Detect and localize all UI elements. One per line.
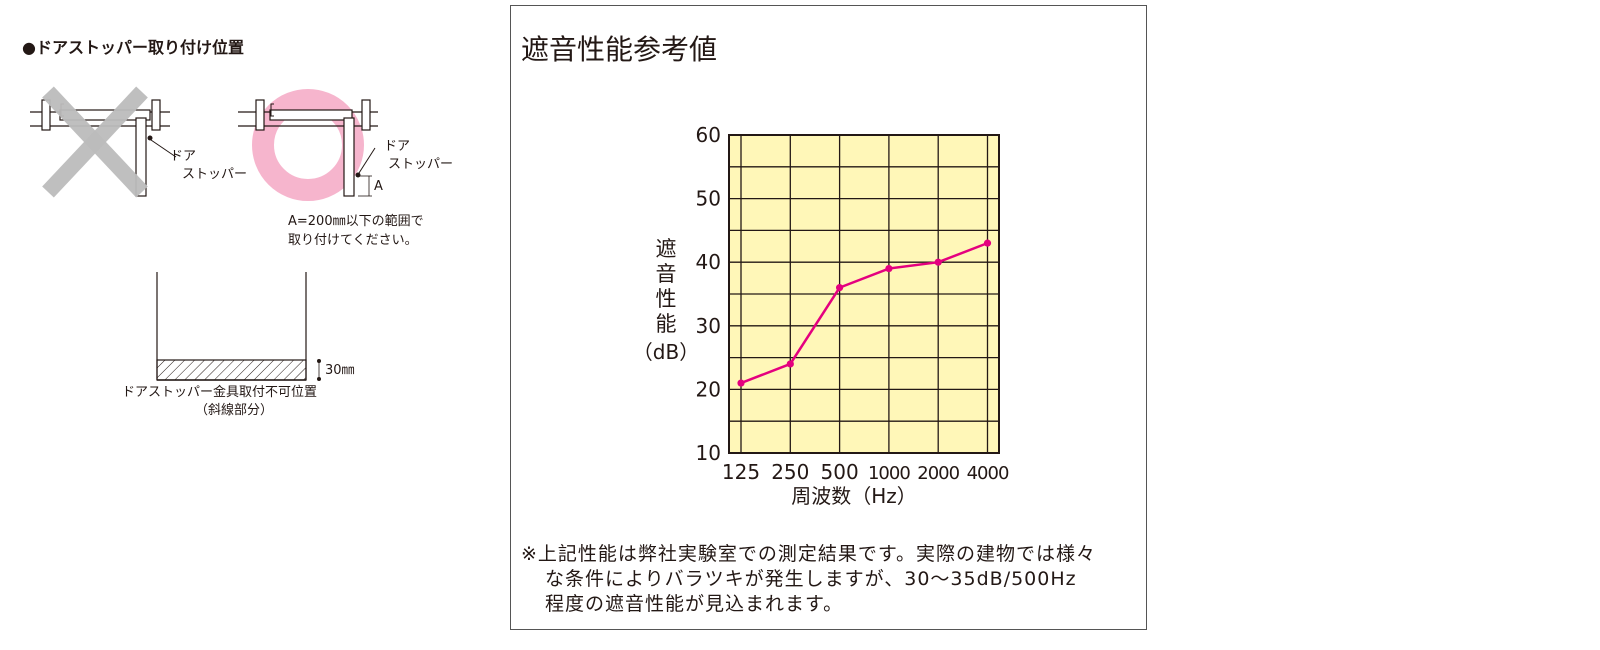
y-label-char: 能 (656, 312, 677, 336)
y-tick-label: 10 (696, 441, 721, 465)
x-axis-label: 周波数（Hz） (791, 484, 917, 508)
data-point (934, 258, 942, 266)
x-ticks: 125 250 500 1000 2000 4000 (722, 460, 1010, 484)
fig2-label-line2: ストッパー (388, 157, 454, 172)
fig3-dim-label: 30㎜ (325, 363, 355, 378)
fig1-label-line2: ストッパー (182, 167, 248, 182)
data-point (737, 379, 745, 387)
fig2-note-line1: A=200㎜以下の範囲で (288, 214, 424, 229)
x-tick-label: 125 (722, 460, 760, 484)
data-point (836, 284, 844, 292)
y-tick-label: 50 (696, 187, 721, 211)
y-tick-label: 20 (696, 377, 721, 401)
sound-insulation-chart: 10 20 30 40 50 60 125 250 500 1000 2000 4000 遮音性能 （… (633, 123, 1010, 508)
panel-title: 遮音性能参考値 (521, 33, 718, 66)
grid (729, 135, 999, 453)
series-points (737, 239, 992, 387)
stopper-point (147, 135, 153, 141)
x-tick-label: 4000 (967, 463, 1009, 484)
data-point (786, 360, 794, 368)
y-label-char: 音 (656, 262, 677, 286)
fig1-label-line1: ドア (170, 149, 197, 164)
y-label-char: 遮 (656, 237, 677, 261)
frame-right (151, 99, 161, 131)
y-ticks: 10 20 30 40 50 60 (696, 123, 721, 465)
y-tick-label: 30 (696, 314, 721, 338)
y-tick-label: 60 (696, 123, 721, 147)
fig2-correct-position (238, 89, 378, 201)
fig3-prohibited-area (156, 272, 321, 381)
y-tick-label: 40 (696, 250, 721, 274)
measurement-note: ※上記性能は弊社実験室での測定結果です。実際の建物では様々 な条件によりバラツキ… (521, 542, 1096, 617)
note-line3: 程度の遮音性能が見込まれます。 (545, 593, 844, 615)
door-stopper-diagrams (30, 86, 378, 381)
fig2-note-line2: 取り付けてください。 (288, 233, 418, 248)
y-label-unit: （dB） (633, 340, 699, 364)
fig3-caption-line1: ドアストッパー金具取付不可位置 (122, 385, 318, 400)
note-line2: な条件によりバラツキが発生しますが、30～35dB/500Hz (545, 568, 1077, 590)
note-line1: ※上記性能は弊社実験室での測定結果です。実際の建物では様々 (521, 543, 1097, 565)
series-line (740, 241, 988, 385)
x-tick-label: 250 (771, 460, 809, 484)
y-axis-label: 遮音性能 （dB） (633, 237, 699, 364)
y-label-char: 性 (656, 287, 677, 311)
x-tick-label: 2000 (917, 463, 959, 484)
x-tick-label: 500 (821, 460, 859, 484)
x-tick-label: 1000 (868, 463, 910, 484)
fig3-caption-line2: （斜線部分） (195, 403, 274, 418)
hatched-area (156, 359, 307, 381)
data-point (983, 239, 992, 247)
data-point (885, 264, 893, 273)
fig2-label-line1: ドア (384, 139, 411, 154)
sound-insulation-panel: 遮音性能参考値 10 20 30 40 50 60 125 250 500 1000 2000 40… (510, 5, 1147, 630)
fig1-wrong-position (30, 86, 177, 198)
section-title: ●ドアストッパー取り付け位置 (22, 38, 244, 57)
door-open (135, 117, 147, 197)
plot-border (728, 134, 1000, 454)
fig2-dim-label: A (374, 179, 383, 194)
